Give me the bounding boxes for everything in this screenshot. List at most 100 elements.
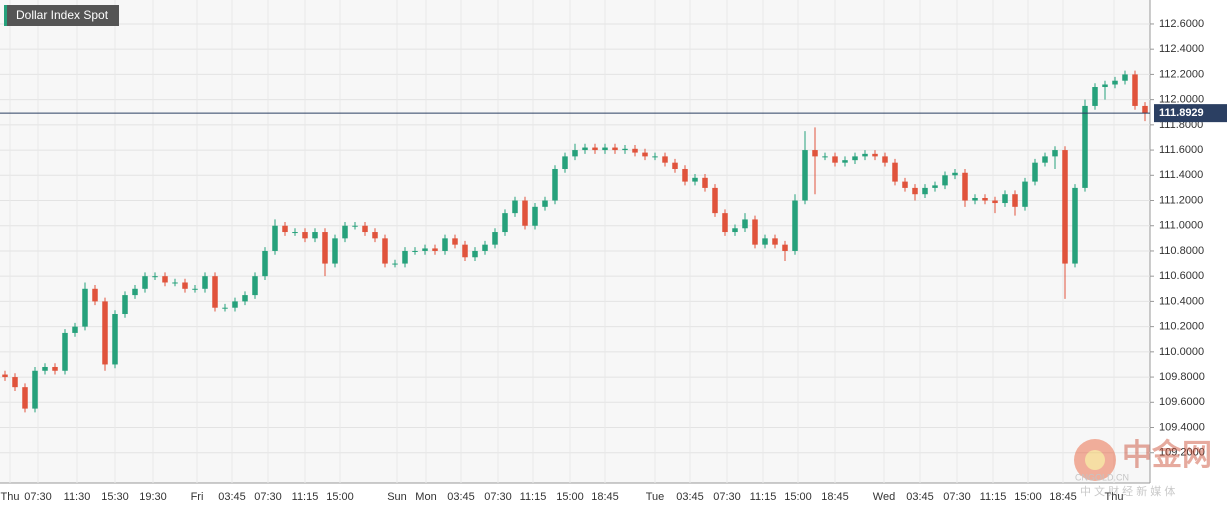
y-tick-label: 110.6000 (1159, 270, 1204, 282)
candle-body (532, 206, 538, 226)
candle-body (52, 366, 58, 371)
x-tick-label: 11:15 (292, 491, 319, 503)
candle-body (502, 213, 508, 233)
x-tick-label: 03:45 (676, 491, 704, 503)
candle-body (862, 153, 868, 157)
candle-body (562, 156, 568, 169)
candle-body (192, 288, 198, 290)
x-tick-label: Fri (191, 491, 204, 503)
x-tick-label: 18:45 (821, 491, 849, 503)
x-tick-label: 15:00 (556, 491, 584, 503)
candle-body (522, 200, 528, 226)
candle-body (702, 177, 708, 188)
candle-body (152, 276, 158, 278)
candle-body (12, 377, 18, 388)
candle-body (252, 276, 258, 296)
x-tick-label: 03:45 (906, 491, 934, 503)
x-tick-label: 15:00 (784, 491, 812, 503)
candle-body (602, 147, 608, 151)
watermark-logo-text: 中金网 (1122, 438, 1212, 472)
candle-body (382, 238, 388, 264)
y-tick-label: 112.2000 (1159, 68, 1204, 80)
x-tick-label: Sun (387, 491, 407, 503)
x-tick-label: 11:15 (980, 491, 1007, 503)
candle-body (872, 153, 878, 157)
candle-body (1072, 187, 1078, 264)
y-tick-label: 111.2000 (1159, 194, 1203, 206)
candle-body (1012, 194, 1018, 207)
y-tick-label: 111.6000 (1159, 144, 1203, 156)
x-tick-label: Mon (415, 491, 436, 503)
candle-body (582, 147, 588, 151)
candle-body (1142, 105, 1148, 114)
candle-body (822, 156, 828, 158)
candle-body (782, 244, 788, 251)
candle-body (512, 200, 518, 214)
candle-body (352, 225, 358, 227)
candle-body (712, 187, 718, 214)
candle-body (692, 177, 698, 182)
x-tick-label: Thu (1, 491, 20, 503)
y-tick-label: 109.8000 (1159, 371, 1205, 383)
watermark-logo (1085, 450, 1105, 470)
candle-body (542, 200, 548, 207)
labels: 109.2000 109.4000 109.6000 109.8000 110.0000… (1, 18, 1227, 503)
y-tick-label: 109.4000 (1159, 421, 1205, 433)
candle-body (312, 232, 318, 239)
candle-body (902, 181, 908, 188)
candle-body (222, 307, 228, 309)
candle-body (592, 147, 598, 151)
candle-body (432, 248, 438, 251)
candle-body (552, 168, 558, 201)
candle-body (442, 238, 448, 251)
candle-body (922, 187, 928, 195)
candle-body (802, 150, 808, 201)
candle-body (282, 225, 288, 233)
x-tick-label: Thu (1105, 491, 1124, 503)
candle-body (2, 374, 8, 378)
plot-area (0, 0, 1150, 483)
candle-body (182, 282, 188, 289)
x-tick-label: 18:45 (591, 491, 619, 503)
candle-body (392, 263, 398, 265)
candle-body (652, 156, 658, 158)
candle-body (732, 228, 738, 233)
candle-body (1002, 194, 1008, 204)
candle-body (362, 225, 368, 233)
candle-body (372, 232, 378, 239)
candle-body (72, 326, 78, 333)
candle-body (92, 288, 98, 302)
candle-body (1092, 87, 1098, 106)
candle-body (982, 197, 988, 201)
candle-body (42, 366, 48, 371)
candle-body (1082, 105, 1088, 188)
candle-body (1032, 162, 1038, 182)
x-tick-label: 15:30 (101, 491, 129, 503)
title-accent (4, 5, 7, 26)
x-tick-label: 11:30 (64, 491, 91, 503)
x-tick-label: 07:30 (24, 491, 52, 503)
candle-body (832, 156, 838, 163)
candle-body (1052, 150, 1058, 157)
candle-body (812, 150, 818, 157)
candle-body (942, 175, 948, 186)
candle-body (882, 156, 888, 163)
candle-body (322, 232, 328, 264)
last-price-label: 111.8929 (1159, 107, 1204, 119)
candle-body (32, 370, 38, 409)
candle-body (642, 152, 648, 157)
candle-body (962, 172, 968, 201)
candle-body (82, 288, 88, 327)
candle-body (162, 276, 168, 283)
candle-body (992, 200, 998, 204)
y-tick-label: 110.4000 (1159, 295, 1204, 307)
candle-body (402, 250, 408, 264)
candle-body (482, 244, 488, 251)
last-price-box (1154, 104, 1227, 123)
watermark-tagline: 中 文 财 经 新 媒 体 (1080, 484, 1175, 498)
candle-body (742, 219, 748, 229)
y-tick-label: 112.6000 (1159, 18, 1204, 30)
candle-body (682, 168, 688, 182)
x-tick-label: Wed (873, 491, 895, 503)
